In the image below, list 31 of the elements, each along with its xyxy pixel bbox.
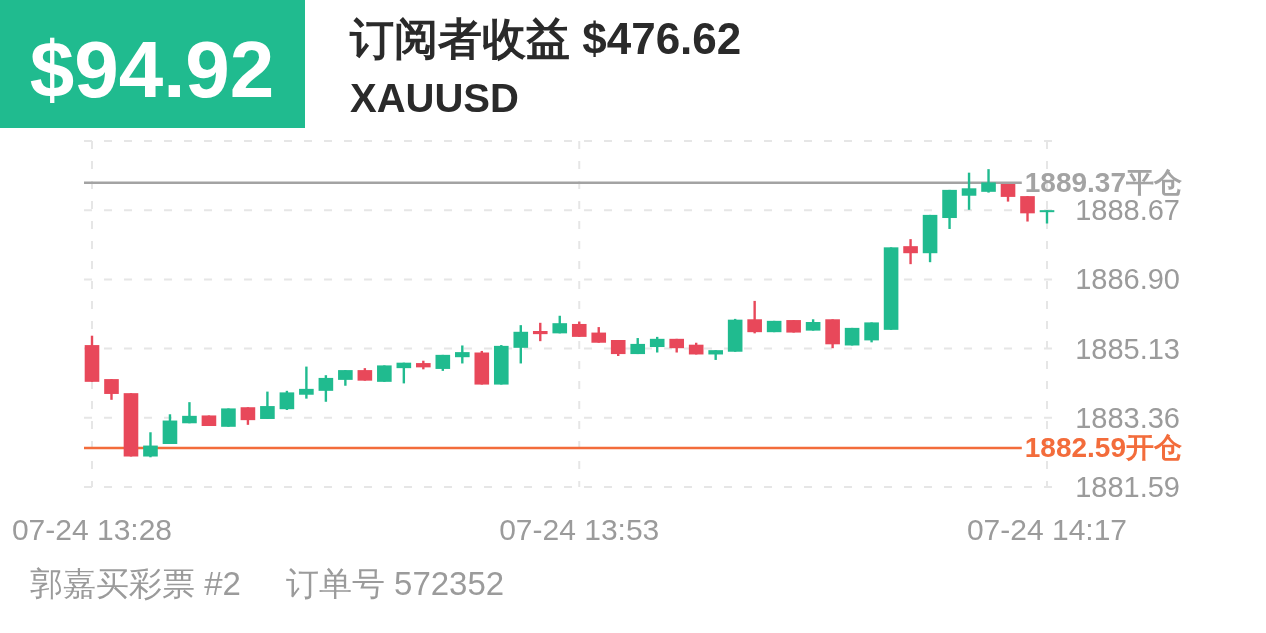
ref-line-label: 1889.37平仓	[1024, 167, 1182, 199]
chart-title: 订阅者收益 $476.62	[349, 14, 742, 63]
y-tick-label: 1883.36	[1075, 401, 1180, 434]
candlestick	[279, 389, 295, 412]
candlestick	[961, 171, 977, 212]
candlestick	[455, 344, 470, 365]
candlestick	[981, 167, 996, 194]
x-tick-label: 07-24 14:17	[966, 513, 1128, 546]
candlestick	[162, 413, 178, 446]
candlestick	[903, 237, 918, 266]
candlestick	[513, 323, 529, 365]
y-tick-label: 1881.59	[1075, 471, 1180, 503]
candlestick	[318, 373, 334, 403]
candlestick	[221, 407, 236, 428]
text: 郭嘉买彩票 #2	[30, 565, 241, 602]
x-tick-label: 07-24 13:53	[499, 513, 660, 546]
candlestick	[104, 377, 119, 402]
y-tick-label: 1885.13	[1075, 332, 1180, 365]
candlestick	[864, 321, 879, 344]
candlestick	[747, 299, 762, 335]
ref-line-label: 1882.59开仓	[1024, 432, 1182, 464]
candlestick	[1020, 194, 1035, 223]
candlestick	[143, 431, 158, 459]
x-tick-label: 07-24 13:28	[11, 513, 173, 546]
y-tick-label: 1886.90	[1075, 263, 1180, 296]
chart-subtitle: XAUUSD	[350, 76, 519, 120]
text: $94.92	[29, 25, 275, 114]
candlestick	[260, 390, 275, 421]
candlestick	[299, 365, 314, 400]
text: 订单号 572352	[285, 565, 505, 602]
candlestick	[532, 321, 548, 343]
